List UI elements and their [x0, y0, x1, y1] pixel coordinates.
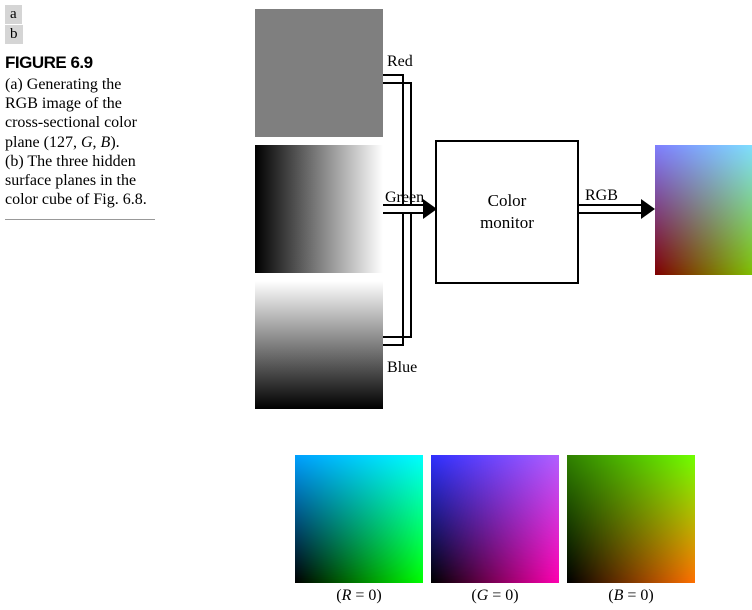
figure-title: FIGURE 6.9: [5, 53, 155, 73]
panel-labels: a b: [5, 5, 155, 45]
cube-g0-image: [431, 455, 559, 583]
figure-top: a b FIGURE 6.9 (a) Generating the RGB im…: [5, 5, 747, 425]
cube-b0: (B = 0): [567, 455, 695, 605]
monitor-line1: Color: [488, 191, 527, 210]
cube-g0: (G = 0): [431, 455, 559, 605]
blue-channel-image: [255, 281, 383, 409]
green-channel-image: [255, 145, 383, 273]
label-b: b: [5, 25, 23, 44]
label-a: a: [5, 5, 22, 24]
cube-b0-label: (B = 0): [567, 587, 695, 605]
blue-label: Blue: [387, 359, 417, 377]
bottom-cubes-row: (R = 0) (G = 0) (B = 0): [295, 455, 747, 605]
red-channel-image: [255, 9, 383, 137]
green-label: Green: [385, 189, 424, 207]
cube-r0: (R = 0): [295, 455, 423, 605]
monitor-line2: monitor: [480, 213, 534, 232]
caption-b-text: (b) The three hidden surface planes in t…: [5, 153, 147, 208]
cube-r0-image: [295, 455, 423, 583]
caption-sep: ,: [93, 134, 101, 151]
caption-column: a b FIGURE 6.9 (a) Generating the RGB im…: [5, 5, 155, 228]
caption-text: (a) Generating the RGB image of the cros…: [5, 75, 155, 209]
rgb-output-image: [655, 145, 752, 275]
caption-a-suffix: ).: [110, 134, 119, 151]
caption-g: G: [81, 134, 93, 151]
cube-b0-image: [567, 455, 695, 583]
cube-r0-label: (R = 0): [295, 587, 423, 605]
red-label: Red: [387, 53, 413, 71]
rgb-label: RGB: [585, 187, 618, 205]
caption-rule: [5, 219, 155, 220]
diagram-area: Red Green Blue RGB Color monitor: [155, 5, 747, 425]
monitor-box: Color monitor: [435, 140, 579, 284]
caption-b: B: [101, 134, 111, 151]
cube-g0-label: (G = 0): [431, 587, 559, 605]
